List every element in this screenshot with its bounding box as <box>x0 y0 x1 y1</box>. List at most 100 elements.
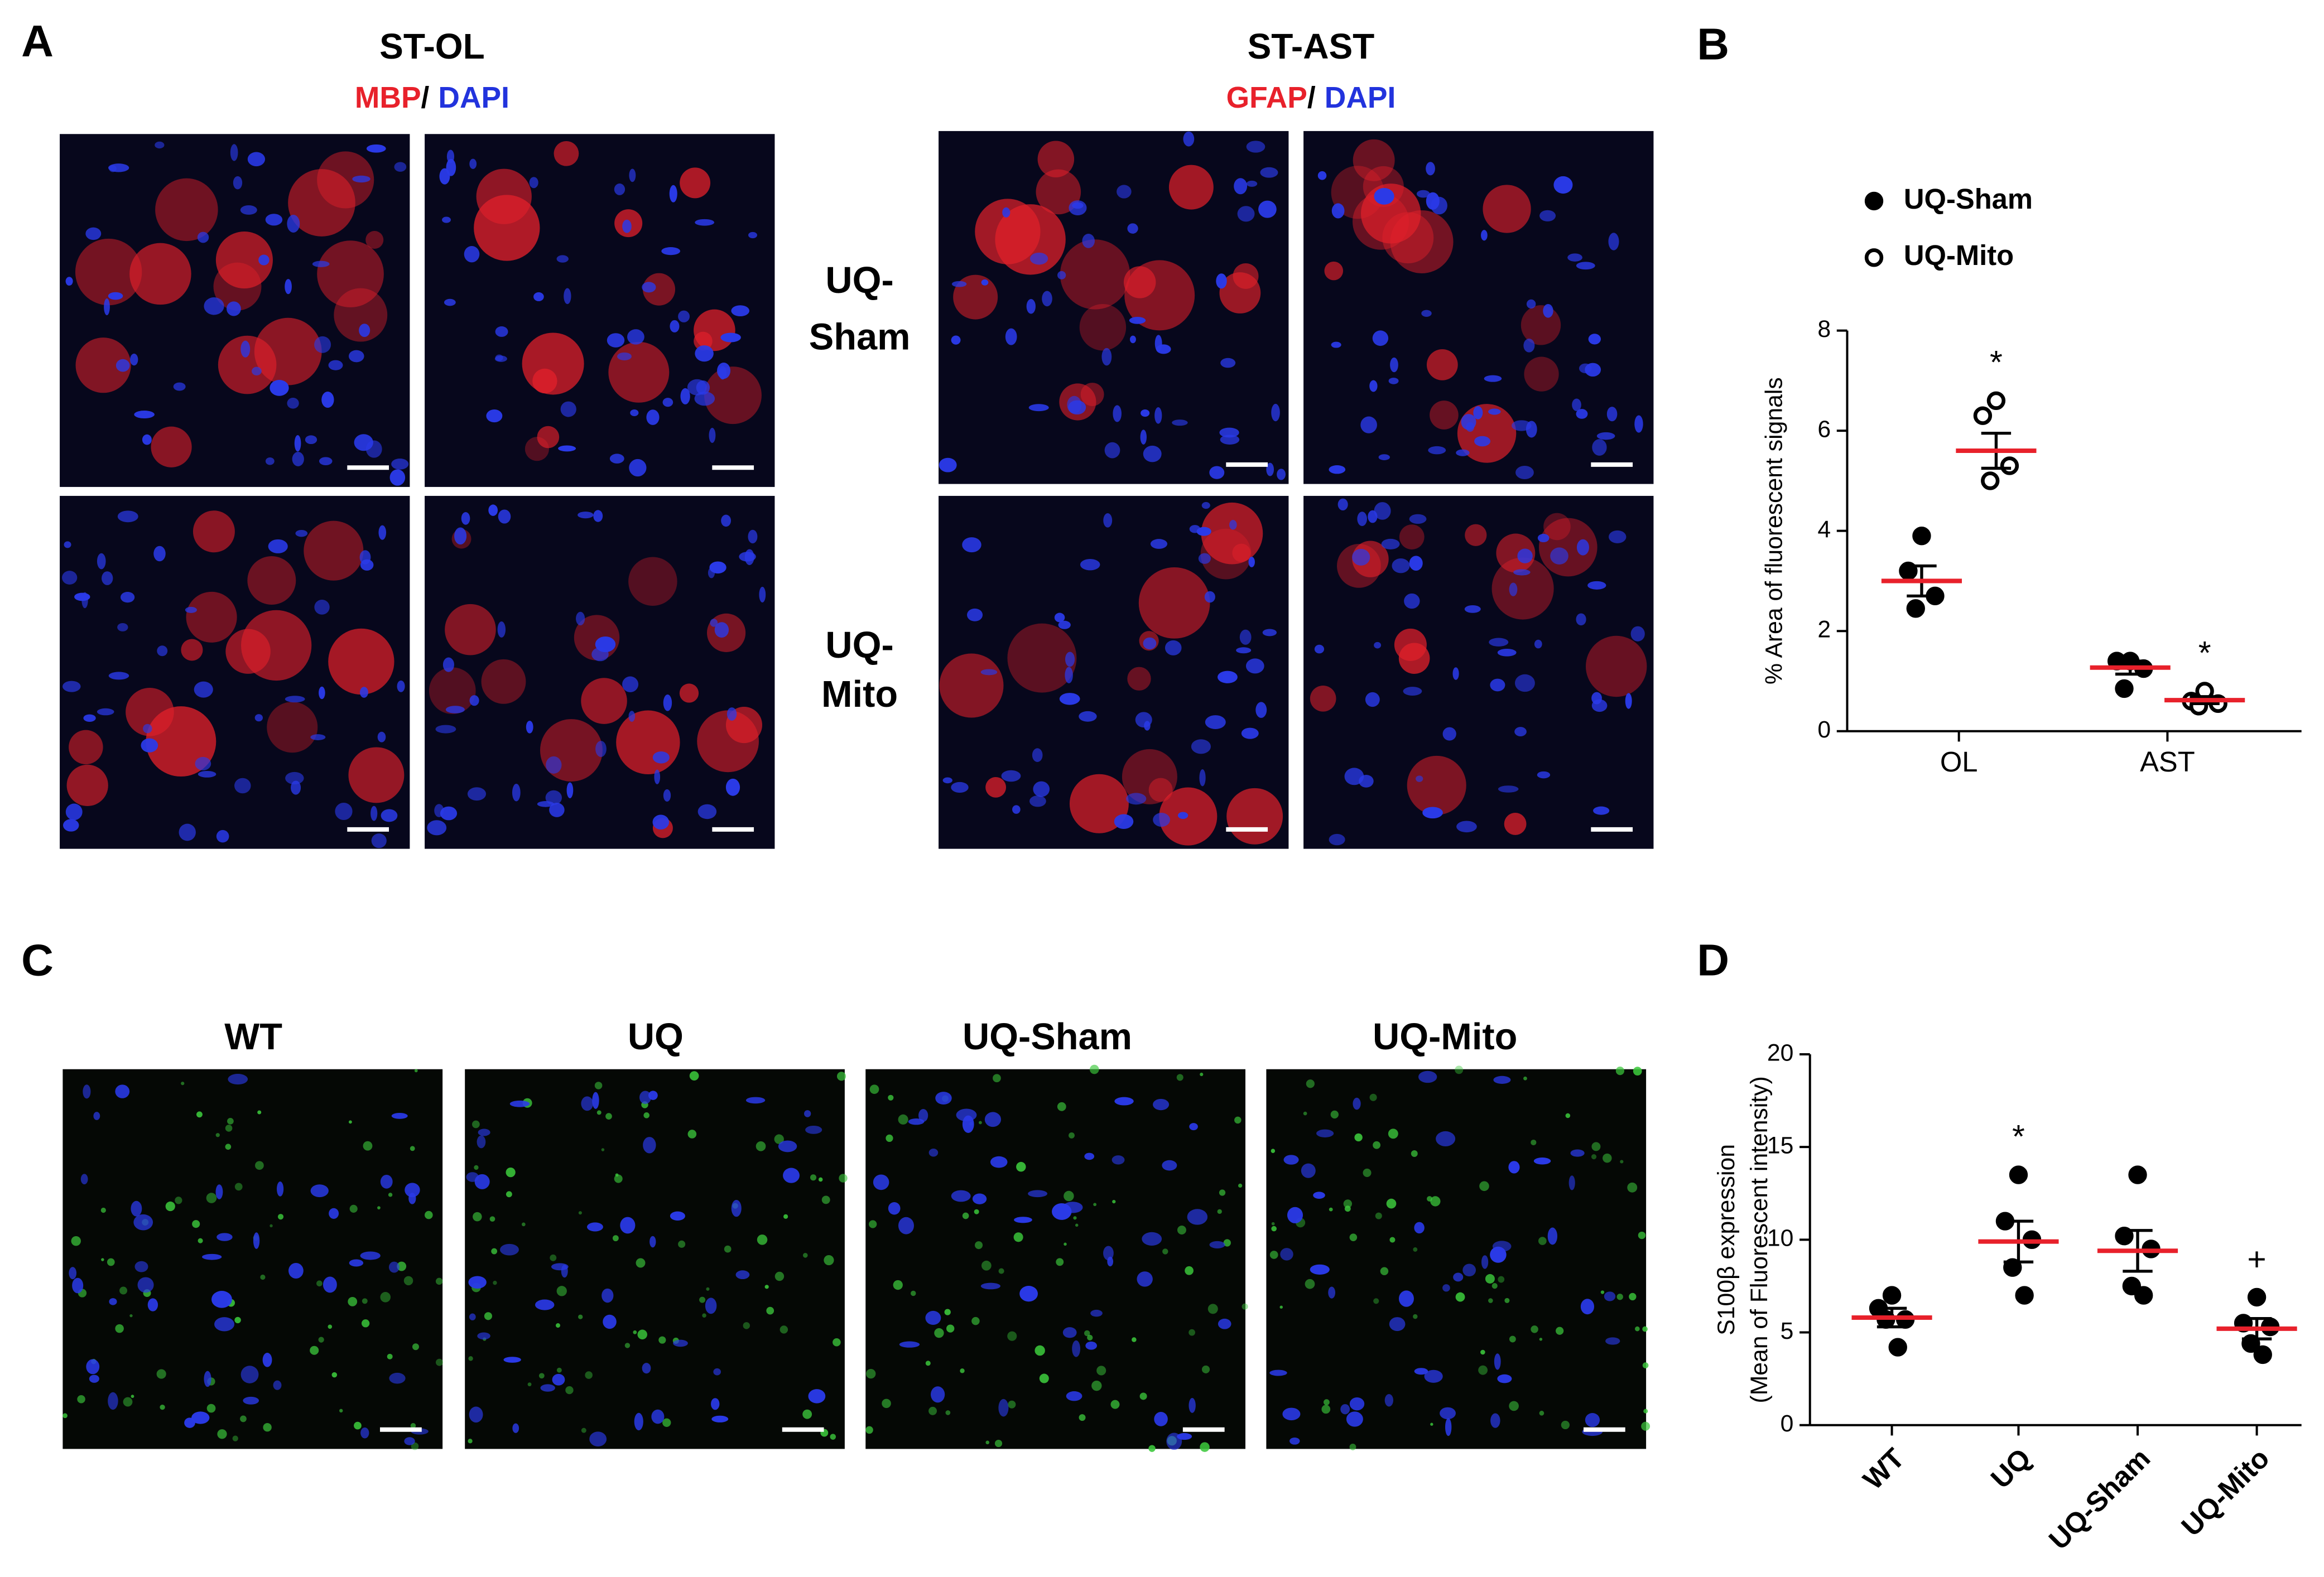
nucleus <box>133 1214 153 1231</box>
green-signal <box>1603 1153 1612 1163</box>
nucleus <box>731 305 750 316</box>
green-signal <box>263 1423 272 1432</box>
green-signal <box>1386 1198 1397 1209</box>
nucleus <box>252 366 262 376</box>
nucleus <box>1625 693 1632 709</box>
micrograph <box>1303 131 1654 484</box>
green-signal <box>107 1258 115 1266</box>
green-signal <box>484 1312 492 1320</box>
nucleus <box>778 1140 797 1152</box>
nucleus <box>1199 769 1206 787</box>
micrograph-bg <box>425 134 775 487</box>
nucleus <box>1205 715 1226 729</box>
green-signal <box>637 1329 647 1340</box>
nucleus <box>1473 406 1483 419</box>
annotation: * <box>2012 1118 2025 1155</box>
green-signal <box>1504 1298 1510 1303</box>
green-signal <box>1200 1072 1204 1077</box>
nucleus <box>710 619 718 627</box>
nucleus <box>942 777 952 784</box>
nucleus <box>1316 1129 1334 1137</box>
green-signal <box>1207 1304 1218 1314</box>
nucleus <box>360 1251 381 1260</box>
data-point <box>2000 456 2019 475</box>
green-signal <box>974 1209 979 1214</box>
green-signal <box>1509 1401 1519 1411</box>
nucleus <box>1513 569 1531 576</box>
nucleus <box>1032 748 1043 763</box>
nucleus <box>1403 687 1422 696</box>
nucleus <box>1310 1264 1330 1275</box>
nucleus <box>454 527 467 545</box>
nucleus <box>617 352 632 360</box>
nucleus <box>1165 640 1182 655</box>
green-signal <box>1303 1111 1307 1116</box>
nucleus <box>1166 1433 1182 1450</box>
green-signal <box>1305 1279 1315 1289</box>
green-signal <box>1324 1399 1330 1406</box>
nucleus <box>1219 427 1239 438</box>
nucleus <box>1344 768 1364 785</box>
green-signal <box>1380 1267 1389 1275</box>
nucleus <box>1153 1098 1170 1111</box>
green-signal <box>1112 1199 1116 1204</box>
nucleus <box>469 158 477 169</box>
nucleus <box>1329 465 1346 474</box>
green-signal <box>1343 1199 1353 1208</box>
nucleus <box>442 216 451 223</box>
green-signal <box>1389 1237 1396 1243</box>
nucleus <box>335 802 353 821</box>
y-tick-label: 0 <box>1781 1410 1794 1437</box>
green-signal <box>1069 1132 1075 1139</box>
green-signal <box>678 1240 686 1248</box>
data-point <box>2134 1286 2153 1305</box>
nucleus <box>83 1084 91 1099</box>
nucleus <box>1422 807 1443 819</box>
nucleus <box>1114 1097 1134 1106</box>
y-tick-label: 0 <box>1817 716 1831 743</box>
green-signal <box>489 1216 495 1222</box>
nucleus <box>1374 642 1382 649</box>
green-signal <box>196 1111 203 1118</box>
green-signal <box>1430 1422 1433 1426</box>
nucleus <box>391 1113 408 1119</box>
green-signal <box>1321 1405 1331 1414</box>
green-signal <box>810 1174 817 1181</box>
nucleus <box>566 782 574 798</box>
red-signal <box>1079 303 1127 351</box>
nucleus <box>349 1259 364 1267</box>
nucleus <box>981 279 989 286</box>
green-signal <box>316 1280 323 1287</box>
nucleus <box>1317 171 1327 180</box>
nucleus <box>634 1412 643 1431</box>
green-signal <box>658 1336 666 1344</box>
nucleus <box>589 1431 607 1447</box>
green-signal <box>506 1168 516 1178</box>
green-signal <box>1485 1274 1495 1284</box>
data-point <box>2015 1286 2034 1305</box>
nucleus <box>1567 253 1582 262</box>
nucleus <box>389 469 406 486</box>
nucleus <box>1498 785 1519 793</box>
nucleus <box>1493 1076 1511 1084</box>
nucleus <box>595 741 607 758</box>
green-signal <box>1354 1133 1363 1142</box>
green-signal <box>1539 1338 1543 1341</box>
green-signal <box>1064 1190 1074 1202</box>
nucleus <box>678 310 690 322</box>
nucleus <box>1129 317 1146 324</box>
legend-marker <box>1864 191 1884 211</box>
green-signal <box>339 1409 343 1413</box>
red-signal <box>554 141 579 166</box>
nucleus <box>578 512 594 519</box>
nucleus <box>65 803 83 821</box>
nucleus <box>408 1193 416 1204</box>
nucleus <box>195 756 211 771</box>
nucleus <box>709 561 726 574</box>
nucleus <box>713 1368 721 1376</box>
green-signal <box>1087 1334 1093 1340</box>
red-signal <box>995 204 1066 275</box>
nucleus <box>680 388 690 404</box>
nucleus <box>214 1317 235 1332</box>
data-point <box>1981 471 2000 490</box>
